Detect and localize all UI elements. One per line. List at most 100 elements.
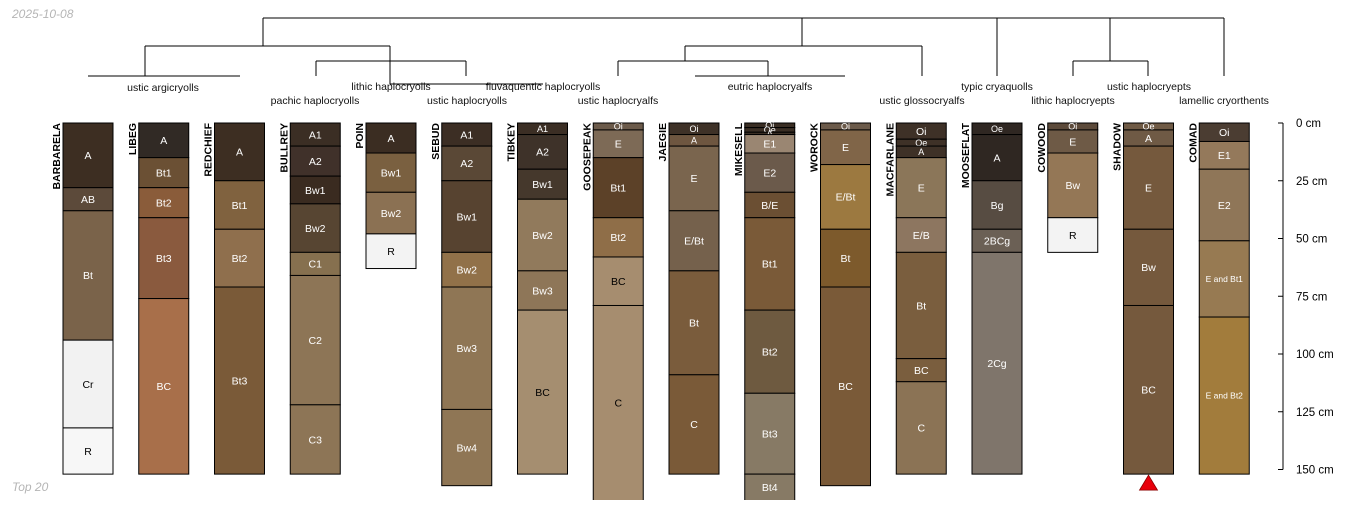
horizon-label: A bbox=[767, 129, 773, 139]
soil-horizon bbox=[971, 134, 1023, 182]
horizon-label: BC bbox=[535, 387, 550, 399]
profile-name: POIN bbox=[354, 123, 366, 149]
soil-horizon bbox=[517, 168, 568, 200]
footer-label: Top 20 bbox=[12, 480, 49, 494]
soil-horizon bbox=[668, 374, 720, 475]
horizon-label: C bbox=[917, 423, 925, 435]
soil-horizon bbox=[744, 152, 796, 193]
profile-name: BARBARELA bbox=[51, 123, 63, 190]
horizon-label: A bbox=[691, 136, 697, 146]
soil-horizon bbox=[668, 210, 720, 272]
soil-horizon bbox=[971, 251, 1023, 475]
date-label: 2025-10-08 bbox=[12, 7, 74, 21]
horizon-label: Bw bbox=[1065, 180, 1080, 192]
classification-label: lithic haplocryolls bbox=[351, 81, 430, 93]
soil-horizon bbox=[441, 145, 493, 182]
horizon-label: A bbox=[918, 147, 924, 157]
soil-horizon bbox=[820, 286, 871, 487]
horizon-label: Oi bbox=[916, 126, 927, 138]
horizon-label: Oi bbox=[1219, 127, 1230, 139]
soil-horizon bbox=[744, 392, 796, 475]
horizon-label: BC bbox=[914, 365, 929, 377]
soil-horizon bbox=[744, 217, 796, 311]
soil-horizon bbox=[365, 191, 417, 235]
soil-horizon bbox=[214, 180, 265, 230]
soil-profile: MOOSEFLAT Oe A Bg 2BCg 2Cg bbox=[960, 122, 1023, 475]
soil-profile: POIN A Bw1 Bw2 R bbox=[354, 122, 417, 270]
horizon-label: Oe bbox=[764, 125, 776, 135]
profile-name: WOROCK bbox=[809, 123, 821, 172]
depth-tick-label: 150 cm bbox=[1296, 465, 1334, 477]
horizon-label: C bbox=[614, 398, 622, 410]
horizon-label: A2 bbox=[460, 158, 473, 170]
horizon-label: BC bbox=[1141, 385, 1156, 397]
soil-horizon bbox=[1198, 240, 1250, 318]
horizon-label: A1 bbox=[460, 129, 473, 141]
soil-profile: TIBKEY A1 A2 Bw1 Bw2 Bw3 BC bbox=[506, 122, 568, 475]
horizon-label: Bw4 bbox=[457, 442, 478, 454]
profile-name: MIKESELL bbox=[733, 122, 745, 176]
soil-horizon bbox=[289, 175, 341, 205]
classification-label: pachic haplocryolls bbox=[271, 95, 360, 107]
depth-tick-label: 25 cm bbox=[1296, 176, 1327, 188]
soil-horizon bbox=[365, 233, 417, 270]
horizon-label: E bbox=[1145, 182, 1152, 194]
horizon-label: E bbox=[1069, 136, 1076, 148]
soil-horizon bbox=[214, 228, 265, 288]
classification-label: ustic haplocryolls bbox=[427, 95, 507, 107]
depth-tick-label: 75 cm bbox=[1296, 291, 1327, 303]
horizon-label: Oe bbox=[991, 124, 1003, 134]
soil-horizon bbox=[1123, 145, 1174, 230]
horizon-label: Oi bbox=[1068, 122, 1077, 132]
horizon-label: E bbox=[690, 173, 697, 185]
horizon-label: A bbox=[993, 152, 1000, 164]
horizon-label: E1 bbox=[763, 139, 776, 151]
soil-horizon bbox=[668, 270, 720, 376]
soil-horizon bbox=[1198, 168, 1250, 242]
horizon-label: R bbox=[84, 446, 92, 458]
soil-horizon bbox=[517, 309, 568, 475]
soil-profile: SEBUD A1 A2 Bw1 Bw2 Bw3 Bw4 bbox=[430, 122, 493, 487]
horizon-label: Bw2 bbox=[381, 208, 402, 220]
horizon-label: Oi bbox=[690, 124, 699, 134]
soil-profile: COWOOD Oi E Bw R bbox=[1036, 122, 1099, 253]
profile-name: MOOSEFLAT bbox=[960, 122, 972, 188]
soil-horizon bbox=[214, 122, 265, 182]
horizon-label: Bt1 bbox=[232, 200, 248, 212]
soil-horizon bbox=[138, 157, 190, 189]
depth-tick-label: 125 cm bbox=[1296, 407, 1334, 419]
horizon-label: A1 bbox=[309, 129, 322, 141]
profile-name: BULLREY bbox=[278, 123, 290, 173]
horizon-label: Bt2 bbox=[610, 232, 626, 244]
horizon-label: C2 bbox=[309, 335, 323, 347]
horizon-label: Bt bbox=[841, 253, 851, 265]
horizon-label: Bt1 bbox=[610, 182, 626, 194]
soil-horizon bbox=[820, 228, 871, 288]
horizon-label: A bbox=[387, 133, 394, 145]
horizon-label: Bw1 bbox=[532, 179, 553, 191]
horizon-label: E/Bt bbox=[684, 236, 704, 248]
soil-profile: WOROCK Oi E E/Bt Bt BC bbox=[809, 122, 871, 487]
soil-profile: SHADOW OeA E Bw BC bbox=[1112, 122, 1174, 491]
horizon-label: C3 bbox=[309, 434, 323, 446]
soil-horizon bbox=[1198, 316, 1250, 475]
depth-axis: 0 cm 25 cm 50 cm 75 cm 100 cm 125 cm 150 cm bbox=[1278, 118, 1334, 477]
horizon-label: Bt bbox=[689, 318, 699, 330]
horizon-label: A2 bbox=[309, 156, 322, 168]
soil-horizon bbox=[668, 145, 720, 212]
horizon-label: Oi bbox=[614, 122, 623, 132]
soil-horizon bbox=[441, 286, 493, 410]
horizon-label: Bw3 bbox=[457, 343, 478, 355]
horizon-label: 2Cg bbox=[987, 358, 1006, 370]
horizon-label: Bw bbox=[1141, 262, 1156, 274]
horizon-label: Bw2 bbox=[457, 264, 478, 276]
horizon-label: Oe bbox=[1142, 122, 1154, 132]
horizon-label: AB bbox=[81, 194, 95, 206]
horizon-label: C1 bbox=[309, 259, 323, 271]
profile-name: SEBUD bbox=[430, 123, 442, 160]
horizon-label: E bbox=[842, 142, 849, 154]
